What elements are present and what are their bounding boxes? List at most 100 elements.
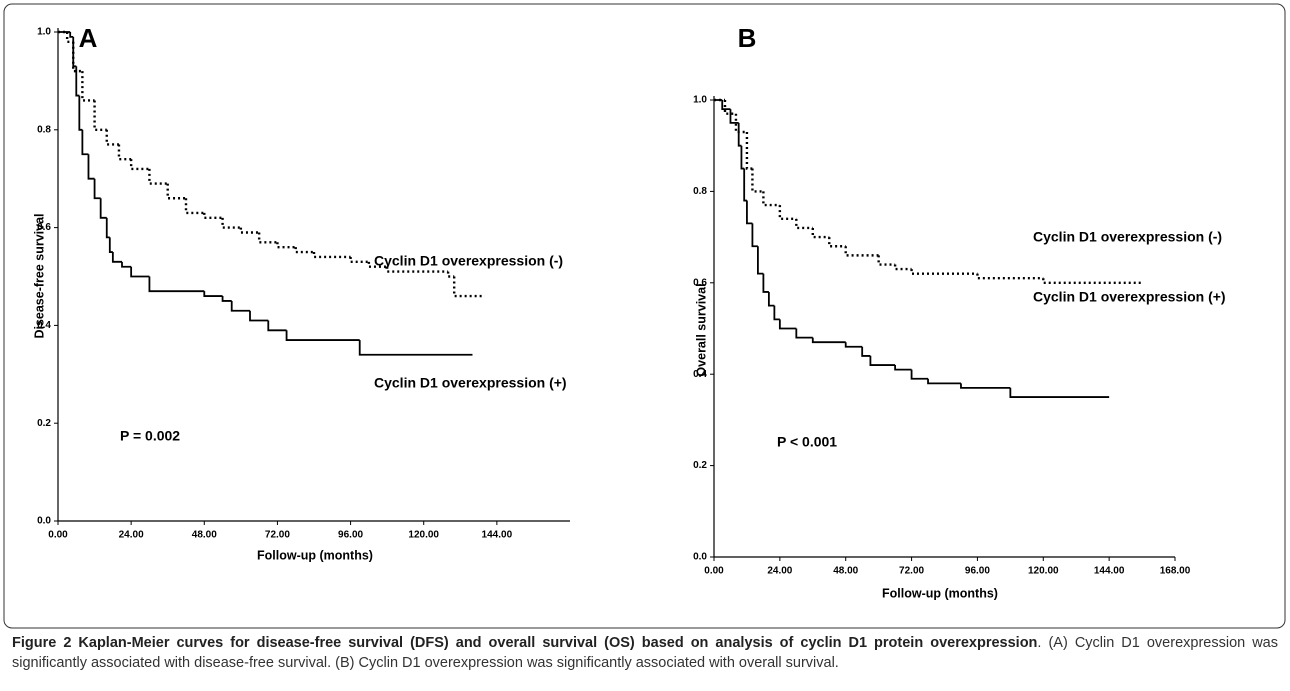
y-axis-label: Disease-free survival bbox=[32, 213, 46, 338]
survival-step bbox=[745, 131, 753, 170]
survival-step bbox=[737, 122, 742, 147]
survival-step bbox=[767, 291, 775, 307]
figure-frame bbox=[3, 3, 1286, 629]
survival-step bbox=[148, 276, 205, 293]
survival-step bbox=[795, 218, 813, 230]
survival-step bbox=[349, 256, 369, 264]
survival-step bbox=[762, 273, 769, 293]
y-tick-label: 0.6 bbox=[37, 222, 51, 233]
survival-step bbox=[778, 205, 797, 221]
survival-step bbox=[721, 100, 731, 111]
survival-step bbox=[893, 264, 912, 271]
survival-step bbox=[148, 168, 168, 185]
x-tick-label: 96.00 bbox=[338, 530, 363, 541]
survival-step bbox=[762, 191, 780, 207]
x-tick-label: 72.00 bbox=[265, 530, 290, 541]
y-tick-label: 0.2 bbox=[37, 418, 51, 429]
survival-step bbox=[72, 36, 77, 68]
survival-step bbox=[105, 217, 110, 239]
survival-step bbox=[105, 129, 119, 146]
y-tick-label: 0.0 bbox=[37, 516, 51, 527]
y-tick-label: 0.6 bbox=[693, 277, 707, 288]
x-tick-label: 48.00 bbox=[192, 530, 217, 541]
survival-step bbox=[869, 355, 896, 366]
survival-step bbox=[221, 296, 232, 302]
y-tick-label: 1.0 bbox=[693, 95, 707, 106]
survival-step bbox=[757, 246, 764, 275]
survival-step bbox=[367, 261, 388, 268]
y-tick-label: 0.4 bbox=[37, 320, 51, 331]
caption: Figure 2 Kaplan-Meier curves for disease… bbox=[12, 633, 1278, 673]
survival-step bbox=[75, 66, 80, 97]
x-tick-label: 96.00 bbox=[965, 566, 990, 577]
x-tick-label: 48.00 bbox=[833, 566, 858, 577]
survival-step bbox=[203, 291, 223, 297]
survival-step bbox=[72, 41, 83, 73]
survival-step bbox=[203, 212, 223, 220]
survival-step bbox=[828, 237, 846, 248]
x-tick-label: 144.00 bbox=[482, 530, 513, 541]
survival-step bbox=[446, 271, 455, 278]
y-tick-label: 1.0 bbox=[37, 27, 51, 38]
y-tick-label: 0.8 bbox=[37, 124, 51, 135]
annotation: Cyclin D1 overexpression (-) bbox=[374, 253, 563, 269]
survival-step bbox=[117, 144, 132, 161]
caption-text: . (A) Cyclin D1 overexpression was signi… bbox=[12, 635, 1278, 671]
survival-step bbox=[81, 129, 89, 156]
survival-step bbox=[93, 100, 107, 131]
survival-step bbox=[312, 252, 351, 259]
survival-step bbox=[778, 319, 797, 330]
survival-step bbox=[811, 337, 846, 344]
survival-step bbox=[910, 369, 929, 380]
survival-step bbox=[78, 95, 83, 131]
survival-step bbox=[927, 378, 961, 385]
panel-label: A bbox=[79, 23, 98, 53]
survival-step bbox=[976, 273, 1044, 280]
x-tick-label: 24.00 bbox=[767, 566, 792, 577]
annotation: P < 0.001 bbox=[777, 434, 837, 450]
y-axis-label: Overall survival bbox=[694, 283, 708, 376]
survival-step bbox=[239, 227, 260, 234]
annotation: P = 0.002 bbox=[120, 428, 180, 444]
survival-step bbox=[910, 269, 978, 275]
survival-step bbox=[249, 310, 269, 322]
survival-step bbox=[751, 168, 764, 193]
survival-step bbox=[184, 198, 205, 215]
y-tick-label: 0.0 bbox=[693, 552, 707, 563]
survival-step bbox=[285, 330, 360, 341]
survival-step bbox=[294, 247, 314, 254]
survival-step bbox=[773, 305, 780, 321]
survival-step bbox=[795, 328, 813, 339]
survival-step bbox=[1009, 387, 1110, 398]
survival-step bbox=[385, 266, 449, 273]
survival-step bbox=[877, 255, 896, 266]
survival-step bbox=[276, 242, 296, 249]
survival-step bbox=[452, 276, 485, 298]
survival-step bbox=[751, 223, 758, 248]
y-tick-label: 0.2 bbox=[693, 460, 707, 471]
x-tick-label: 24.00 bbox=[119, 530, 144, 541]
survival-step bbox=[844, 342, 863, 348]
survival-step bbox=[69, 32, 74, 38]
survival-step bbox=[861, 346, 871, 357]
survival-step bbox=[108, 237, 113, 253]
x-tick-label: 120.00 bbox=[1028, 566, 1059, 577]
annotation: Cyclin D1 overexpression (+) bbox=[1033, 289, 1226, 305]
x-tick-label: 144.00 bbox=[1094, 566, 1125, 577]
survival-step bbox=[111, 252, 122, 263]
x-tick-label: 0.00 bbox=[48, 530, 68, 541]
figure: 0.0 0.2 0.4 0.6 0.8 1.0 0.00 24.00 48.00 72.00 96.… bbox=[3, 3, 1286, 629]
survival-step bbox=[99, 198, 107, 219]
survival-step bbox=[230, 300, 250, 312]
survival-step bbox=[723, 100, 736, 115]
survival-step bbox=[1042, 278, 1143, 284]
survival-step bbox=[257, 232, 278, 244]
y-tick-label: 0.4 bbox=[693, 369, 707, 380]
caption-title: Figure 2 Kaplan-Meier curves for disease… bbox=[12, 635, 1038, 651]
survival-step bbox=[894, 365, 912, 371]
survival-step bbox=[129, 159, 150, 171]
panel-label: B bbox=[738, 23, 757, 53]
survival-step bbox=[729, 109, 739, 124]
annotation: Cyclin D1 overexpression (-) bbox=[1033, 229, 1222, 245]
